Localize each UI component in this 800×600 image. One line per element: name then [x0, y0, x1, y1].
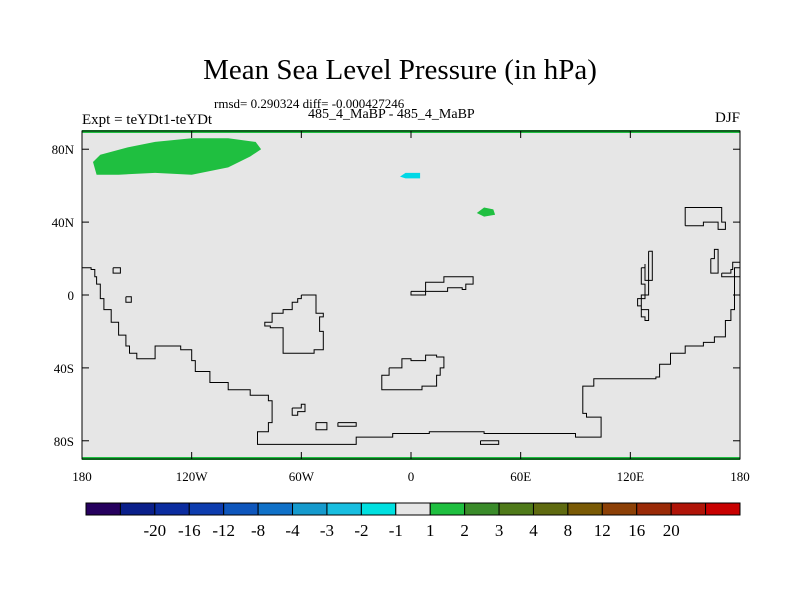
coastline-segment — [291, 403, 306, 416]
colorbar-label: -8 — [251, 521, 265, 540]
coastline-segment — [710, 248, 719, 274]
colorbar-label: -3 — [320, 521, 334, 540]
colorbar-box — [670, 502, 707, 516]
colorbar-label: -1 — [389, 521, 403, 540]
y-tick-label: 40S — [54, 361, 74, 376]
colorbar-label: -20 — [143, 521, 166, 540]
colorbar-label: -4 — [285, 521, 300, 540]
y-tick-label: 80S — [54, 434, 74, 449]
colorbar: -20 -16 -12 -8 -4 -3 -2 -1 1 2 3 4 8 12 16 20 — [85, 502, 741, 540]
coastline-segment — [264, 294, 324, 354]
coastline-segment — [381, 354, 445, 391]
x-tick-label: 120E — [617, 469, 645, 484]
colorbar-label: 4 — [529, 521, 538, 540]
x-tick-label: 120W — [176, 469, 209, 484]
colorbar-box — [601, 502, 638, 516]
coastline-segment — [410, 276, 474, 296]
map-area — [81, 130, 741, 460]
x-tick-label: 60W — [289, 469, 315, 484]
y-tick-label: 80N — [52, 142, 75, 157]
colorbar-box — [498, 502, 534, 516]
colorbar-box — [119, 502, 156, 516]
x-tick-label: 60E — [510, 469, 531, 484]
colorbar-label: -16 — [178, 521, 201, 540]
colorbar-box — [360, 502, 397, 516]
colorbar-box — [532, 502, 569, 516]
coastline-segment — [82, 262, 741, 445]
colorbar-label: 20 — [663, 521, 680, 540]
colorbar-box — [429, 502, 466, 516]
coastline-segment — [480, 440, 500, 445]
colorbar-label: -2 — [354, 521, 368, 540]
colorbar-box — [257, 502, 294, 516]
coastline-segment — [315, 422, 328, 431]
eurasia-green-spot — [476, 207, 496, 217]
y-tick-label: 0 — [68, 288, 75, 303]
colorbar-box — [85, 502, 121, 516]
colorbar-label: -12 — [212, 521, 235, 540]
x-tick-label: 0 — [408, 469, 415, 484]
colorbar-box — [326, 502, 362, 516]
plot-title: Mean Sea Level Pressure (in hPa) — [203, 54, 597, 86]
colorbar-label: 12 — [594, 521, 611, 540]
x-tick-label: 180 — [72, 469, 92, 484]
arctic-cyan-spot — [400, 172, 421, 179]
colorbar-box — [292, 502, 328, 516]
coastline-segment — [637, 264, 650, 321]
colorbar-label: 3 — [495, 521, 504, 540]
colorbar-label: 2 — [460, 521, 469, 540]
map-axes: 180 120W 60W 0 60E 120E 180 80N 40N 0 40S 80S — [52, 131, 750, 484]
x-tick-label: 180 — [730, 469, 750, 484]
stats-line: rmsd= 0.290324 diff= -0.000427246 — [214, 96, 405, 111]
colorbar-box — [636, 502, 672, 516]
coastline-segment — [648, 250, 653, 281]
colorbar-box — [705, 502, 741, 516]
coastline-segment — [337, 422, 357, 427]
season-label: DJF — [714, 110, 740, 126]
case-label: 485_4_MaBP - 485_4_MaBP — [308, 107, 475, 122]
colorbar-box — [464, 502, 500, 516]
colorbar-label: 16 — [628, 521, 645, 540]
colorbar-label: 1 — [426, 521, 435, 540]
expt-label: Expt = teYDt1-teYDt — [82, 112, 213, 128]
colorbar-label: 8 — [564, 521, 573, 540]
north-pacific-green-blob — [93, 138, 262, 175]
colorbar-box — [188, 502, 225, 516]
colorbar-box — [567, 502, 603, 516]
colorbar-box — [395, 502, 431, 516]
coastline-segment — [112, 267, 121, 274]
coastline-segment — [125, 296, 132, 303]
colorbar-box — [154, 502, 190, 516]
coastline-segment — [684, 207, 726, 230]
y-tick-label: 40N — [52, 215, 75, 230]
colorbar-box — [223, 502, 259, 516]
